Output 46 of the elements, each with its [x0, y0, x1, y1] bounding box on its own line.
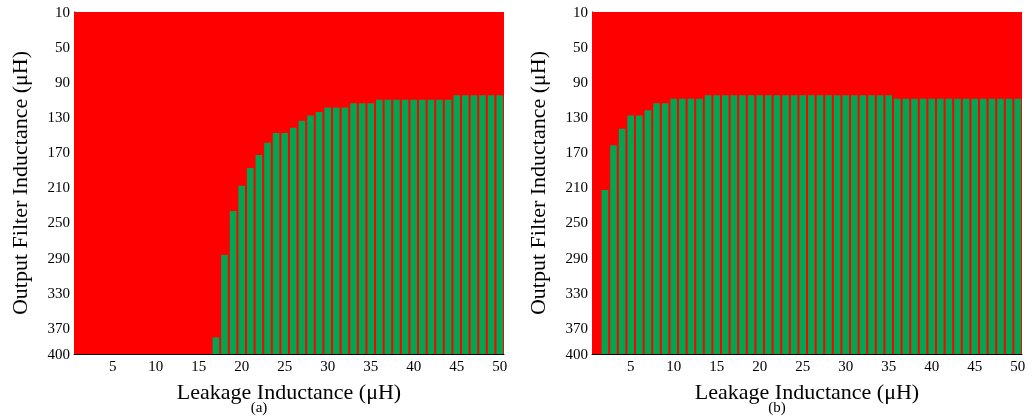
y-tick-label: 170 — [565, 144, 588, 161]
text: (a) — [250, 398, 268, 416]
y-tick-label: 370 — [47, 319, 70, 336]
y-tick-label: 210 — [47, 179, 70, 196]
x-tick-label: 45 — [967, 357, 983, 374]
x-tick-label: 20 — [234, 357, 250, 374]
x-tick-label: 10 — [666, 357, 682, 374]
y-axis-title: Output Filter Inductance (μH) — [6, 50, 32, 316]
y-tick-label: 250 — [47, 214, 70, 231]
y-tick-label: 290 — [47, 249, 70, 266]
x-tick-label: 15 — [191, 357, 207, 374]
x-tick-label: 40 — [924, 357, 940, 374]
x-tick-label: 30 — [320, 357, 336, 374]
y-tick-label: 50 — [573, 39, 588, 56]
y-tick-label: 250 — [565, 214, 588, 231]
x-tick-label: 25 — [795, 357, 811, 374]
y-tick-label: 330 — [47, 284, 70, 301]
text: (b) — [768, 398, 786, 416]
y-tick-label: 290 — [565, 249, 588, 266]
x-tick-label: 5 — [626, 357, 635, 374]
x-tick-label: 50 — [492, 357, 508, 374]
x-tick-label: 35 — [363, 357, 379, 374]
x-tick-label: 35 — [881, 357, 897, 374]
y-tick-label: 130 — [565, 109, 588, 126]
x-tick-label: 45 — [449, 357, 465, 374]
x-tick-label: 10 — [148, 357, 164, 374]
y-tick-label: 210 — [565, 179, 588, 196]
y-tick-label: 10 — [55, 4, 70, 20]
x-tick-label: 50 — [1010, 357, 1026, 374]
y-tick-label: 370 — [565, 319, 588, 336]
y-tick-label: 400 — [47, 346, 70, 362]
y-tick-label: 130 — [47, 109, 70, 126]
x-tick-label: 5 — [108, 357, 117, 374]
y-tick-label: 50 — [55, 39, 70, 56]
y-tick-label: 170 — [47, 144, 70, 161]
y-tick-label: 330 — [565, 284, 588, 301]
x-tick-label: 20 — [752, 357, 768, 374]
y-tick-label: 90 — [55, 74, 70, 91]
x-tick-label: 40 — [406, 357, 422, 374]
x-tick-label: 30 — [838, 357, 854, 374]
x-tick-label: 25 — [277, 357, 293, 374]
y-tick-label: 10 — [573, 4, 588, 20]
y-tick-label: 400 — [565, 346, 588, 362]
y-axis-title: Output Filter Inductance (μH) — [524, 50, 550, 316]
x-tick-label: 15 — [709, 357, 725, 374]
y-tick-label: 90 — [573, 74, 588, 91]
